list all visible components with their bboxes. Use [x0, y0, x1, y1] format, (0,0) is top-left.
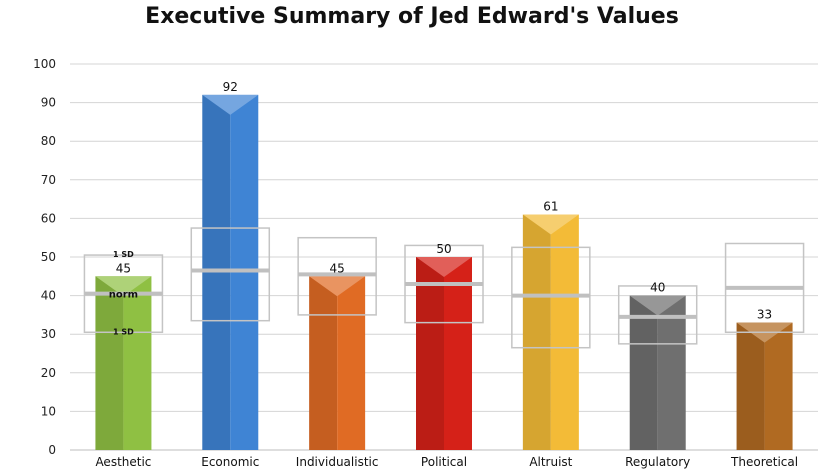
- data-label: 45: [330, 261, 345, 275]
- bar-cap: [95, 276, 152, 297]
- data-label: 40: [650, 281, 665, 295]
- bar-face-right: [337, 276, 366, 450]
- norm-band-theoretical: [724, 242, 805, 334]
- category-label: Regulatory: [625, 455, 690, 469]
- y-tick-label: 90: [41, 96, 56, 110]
- upper-sd-label: 1 SD: [113, 250, 134, 259]
- y-tick-label: 30: [41, 327, 56, 341]
- chart-title: Executive Summary of Jed Edward's Values: [145, 4, 679, 29]
- bar-political: [416, 257, 472, 450]
- data-label: 50: [436, 242, 451, 256]
- data-label: 33: [757, 308, 772, 322]
- bar-individualistic: [309, 276, 366, 450]
- norm-band-economic: [190, 227, 271, 322]
- data-label: 45: [116, 261, 131, 275]
- bar-theoretical: [736, 322, 793, 450]
- y-tick-label: 50: [41, 250, 56, 264]
- bar-face-right: [657, 295, 686, 450]
- category-label: Aesthetic: [95, 455, 151, 469]
- sd-range-box: [190, 227, 271, 322]
- bar-face-right: [550, 214, 579, 450]
- bar-face-left: [416, 257, 444, 450]
- bar-cap: [202, 94, 259, 115]
- y-tick-label: 100: [33, 57, 56, 71]
- norm-band-aesthetic: 1 SD norm 1 SD: [83, 250, 164, 336]
- norm-bands: 1 SD norm 1 SD: [83, 227, 805, 349]
- data-label: 61: [543, 200, 558, 214]
- bar-face-right: [123, 276, 152, 450]
- bar-face-left: [522, 214, 551, 450]
- bar-cap: [416, 257, 472, 277]
- y-tick-label: 60: [41, 211, 56, 225]
- bar-face-left: [95, 276, 124, 450]
- category-label: Individualistic: [296, 455, 379, 469]
- y-tick-label: 80: [41, 134, 56, 148]
- bar-regulatory: [629, 295, 686, 450]
- y-tick-label: 20: [41, 366, 56, 380]
- category-label: Altruist: [529, 455, 572, 469]
- bar-aesthetic: [95, 276, 152, 450]
- norm-band-individualistic: [297, 236, 377, 316]
- y-axis-ticks: 0 10 20 30 40 50 60 70 80 90 100: [33, 57, 56, 457]
- bar-face-left: [309, 276, 338, 450]
- norm-band-regulatory: [617, 285, 698, 345]
- bar-face-left: [736, 322, 765, 450]
- y-tick-label: 40: [41, 289, 56, 303]
- bar-cap: [522, 214, 579, 235]
- lower-sd-label: 1 SD: [113, 327, 134, 336]
- y-tick-label: 10: [41, 404, 56, 418]
- bar-face-right: [444, 257, 472, 450]
- data-labels: 45 92 45 50 61 40 33: [116, 80, 772, 322]
- bar-face-right: [764, 322, 793, 450]
- bar-cap: [629, 295, 686, 316]
- y-tick-label: 70: [41, 173, 56, 187]
- bar-altruist: [522, 214, 579, 450]
- category-label: Theoretical: [730, 455, 798, 469]
- norm-band-political: [404, 244, 484, 324]
- category-label: Economic: [201, 455, 259, 469]
- y-tick-label: 0: [48, 443, 56, 457]
- norm-label: norm: [109, 290, 138, 301]
- bar-cap: [309, 276, 366, 297]
- category-label: Political: [421, 455, 467, 469]
- bar-face-left: [629, 295, 658, 450]
- data-label: 92: [223, 80, 238, 94]
- category-labels: Aesthetic Economic Individualistic Politica…: [95, 455, 798, 469]
- norm-band-altruist: [511, 246, 591, 349]
